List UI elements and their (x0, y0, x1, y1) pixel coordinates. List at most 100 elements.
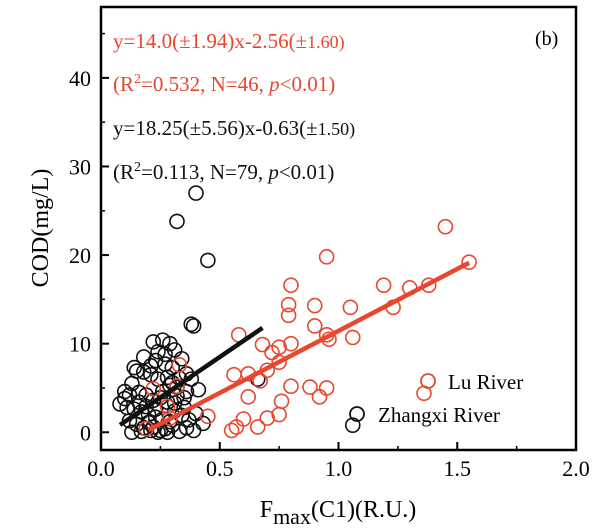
data-point-zhangxi-river (178, 383, 195, 400)
x-tick-label: 0.0 (87, 456, 115, 481)
data-point-zhangxi-river (166, 395, 183, 411)
x-axis-label: Fmax(C1)(R.U.) (260, 497, 417, 528)
zhangxi-stats-p: p (266, 160, 279, 184)
y-tick-label: 30 (69, 154, 91, 179)
data-point-zhangxi-river (185, 318, 202, 334)
x-axis-label-rest: (C1)(R.U.) (311, 497, 416, 523)
x-axis-label-sub: max (273, 504, 311, 528)
y-tick-label: 10 (69, 332, 91, 357)
data-point-lu-river (280, 307, 297, 324)
lu-stats-r-sup: 2 (134, 72, 141, 87)
zhangxi-stats-text: (R2=0.113, N=79, p<0.01) (113, 160, 334, 184)
data-point-zhangxi-river (126, 359, 143, 376)
data-point-lu-river (375, 277, 392, 294)
data-point-lu-river (318, 380, 335, 396)
legend: Lu River Zhangxi River (349, 370, 523, 427)
data-point-zhangxi-river (124, 424, 140, 441)
y-tick-label: 40 (69, 66, 91, 91)
zhangxi-stats-values: =0.113, N=79, (141, 160, 268, 184)
panel-label: (b) (535, 28, 558, 50)
data-point-lu-river (249, 419, 266, 435)
data-point-lu-river (223, 422, 240, 439)
x-tick-label: 1.5 (444, 456, 472, 481)
data-point-zhangxi-river (157, 346, 173, 363)
zhangxi-equation-main: y=18.25(±5.56)x-0.63(± (113, 116, 318, 140)
y-tick-label: 20 (69, 243, 91, 268)
zhangxi-stats-r-sup: 2 (134, 160, 141, 175)
data-point-lu-river (273, 393, 290, 410)
data-point-zhangxi-river (131, 394, 147, 410)
data-point-lu-river (162, 410, 178, 426)
data-point-lu-river (342, 299, 359, 316)
zhangxi-equation-text: y=18.25(±5.56)x-0.63(±1.50) (113, 116, 355, 140)
data-point-zhangxi-river (145, 419, 162, 435)
zhangxi-stats-r: (R (113, 160, 134, 184)
x-tick-label: 0.5 (206, 456, 234, 481)
lu-equation-tail: 1.60) (307, 32, 345, 53)
data-point-zhangxi-river (200, 252, 216, 269)
fit-line-zhangxi-river (118, 326, 264, 427)
lu-stats-r: (R (113, 72, 134, 96)
data-point-lu-river (311, 389, 328, 405)
data-point-zhangxi-river (169, 213, 185, 230)
data-point-lu-river (283, 277, 299, 294)
data-point-zhangxi-river (145, 334, 162, 350)
data-point-lu-river (461, 254, 477, 270)
data-point-lu-river (302, 379, 318, 395)
data-point-zhangxi-river (188, 185, 204, 201)
data-point-lu-river (254, 336, 271, 353)
data-point-lu-river (437, 218, 454, 235)
data-point-zhangxi-river (135, 349, 152, 365)
data-point-lu-river (280, 296, 297, 313)
lu-stats-p-value: <0.01) (280, 72, 336, 96)
lu-stats-text: (R2=0.532, N=46, p<0.01) (113, 72, 335, 96)
lu-equation-main: y=14.0(±1.94)x-2.56(± (113, 29, 307, 53)
data-point-lu-river (145, 381, 162, 397)
lu-equation-text: y=14.0(±1.94)x-2.56(±1.60) (113, 29, 345, 53)
data-point-lu-river (306, 297, 323, 314)
data-point-zhangxi-river (344, 417, 361, 433)
data-point-lu-river (306, 318, 323, 334)
data-point-lu-river (271, 406, 287, 423)
data-point-zhangxi-river (150, 343, 166, 360)
x-axis-label-main: F (260, 497, 273, 523)
data-point-lu-river (240, 389, 257, 405)
zhangxi-stats-p-value: <0.01) (279, 160, 335, 184)
lu-stats-p: p (267, 72, 280, 96)
data-point-lu-river (228, 419, 245, 435)
legend-label-lu-river: Lu River (448, 370, 523, 394)
data-point-lu-river (283, 378, 299, 395)
data-point-zhangxi-river (183, 316, 200, 332)
data-point-lu-river (344, 329, 361, 346)
data-point-lu-river (283, 335, 299, 352)
data-point-lu-river (200, 408, 216, 425)
data-point-lu-river (318, 249, 335, 265)
zhangxi-equation-tail: 1.50) (318, 119, 356, 140)
data-point-lu-river (226, 366, 242, 383)
data-point-zhangxi-river (159, 369, 176, 386)
x-tick-label: 2.0 (562, 456, 590, 481)
data-point-zhangxi-river (124, 375, 140, 392)
points-layer (112, 185, 477, 441)
data-point-lu-river (259, 410, 276, 426)
y-axis-label: COD(mg/L) (28, 169, 54, 288)
data-point-zhangxi-river (116, 390, 133, 407)
data-point-zhangxi-river (164, 359, 181, 376)
data-point-zhangxi-river (112, 396, 128, 412)
fit-line-lu-river (147, 260, 471, 433)
legend-label-zhangxi-river: Zhangxi River (378, 403, 500, 427)
lu-stats-values: =0.532, N=46, (141, 72, 269, 96)
x-axis-ticks: 0.0 0.5 1.0 1.5 2.0 (87, 442, 590, 481)
data-point-lu-river (169, 378, 185, 395)
legend-marker-lu-river (420, 373, 436, 389)
data-point-lu-river (171, 357, 188, 373)
data-point-lu-river (264, 344, 280, 361)
data-point-zhangxi-river (169, 388, 185, 404)
legend-marker-zhangxi-river (349, 406, 365, 422)
data-point-zhangxi-river (190, 381, 207, 398)
fit-lines-layer (118, 260, 471, 433)
y-axis-ticks: 0 10 20 30 40 (69, 32, 109, 445)
data-point-lu-river (159, 398, 176, 415)
y-tick-label: 0 (80, 420, 91, 445)
